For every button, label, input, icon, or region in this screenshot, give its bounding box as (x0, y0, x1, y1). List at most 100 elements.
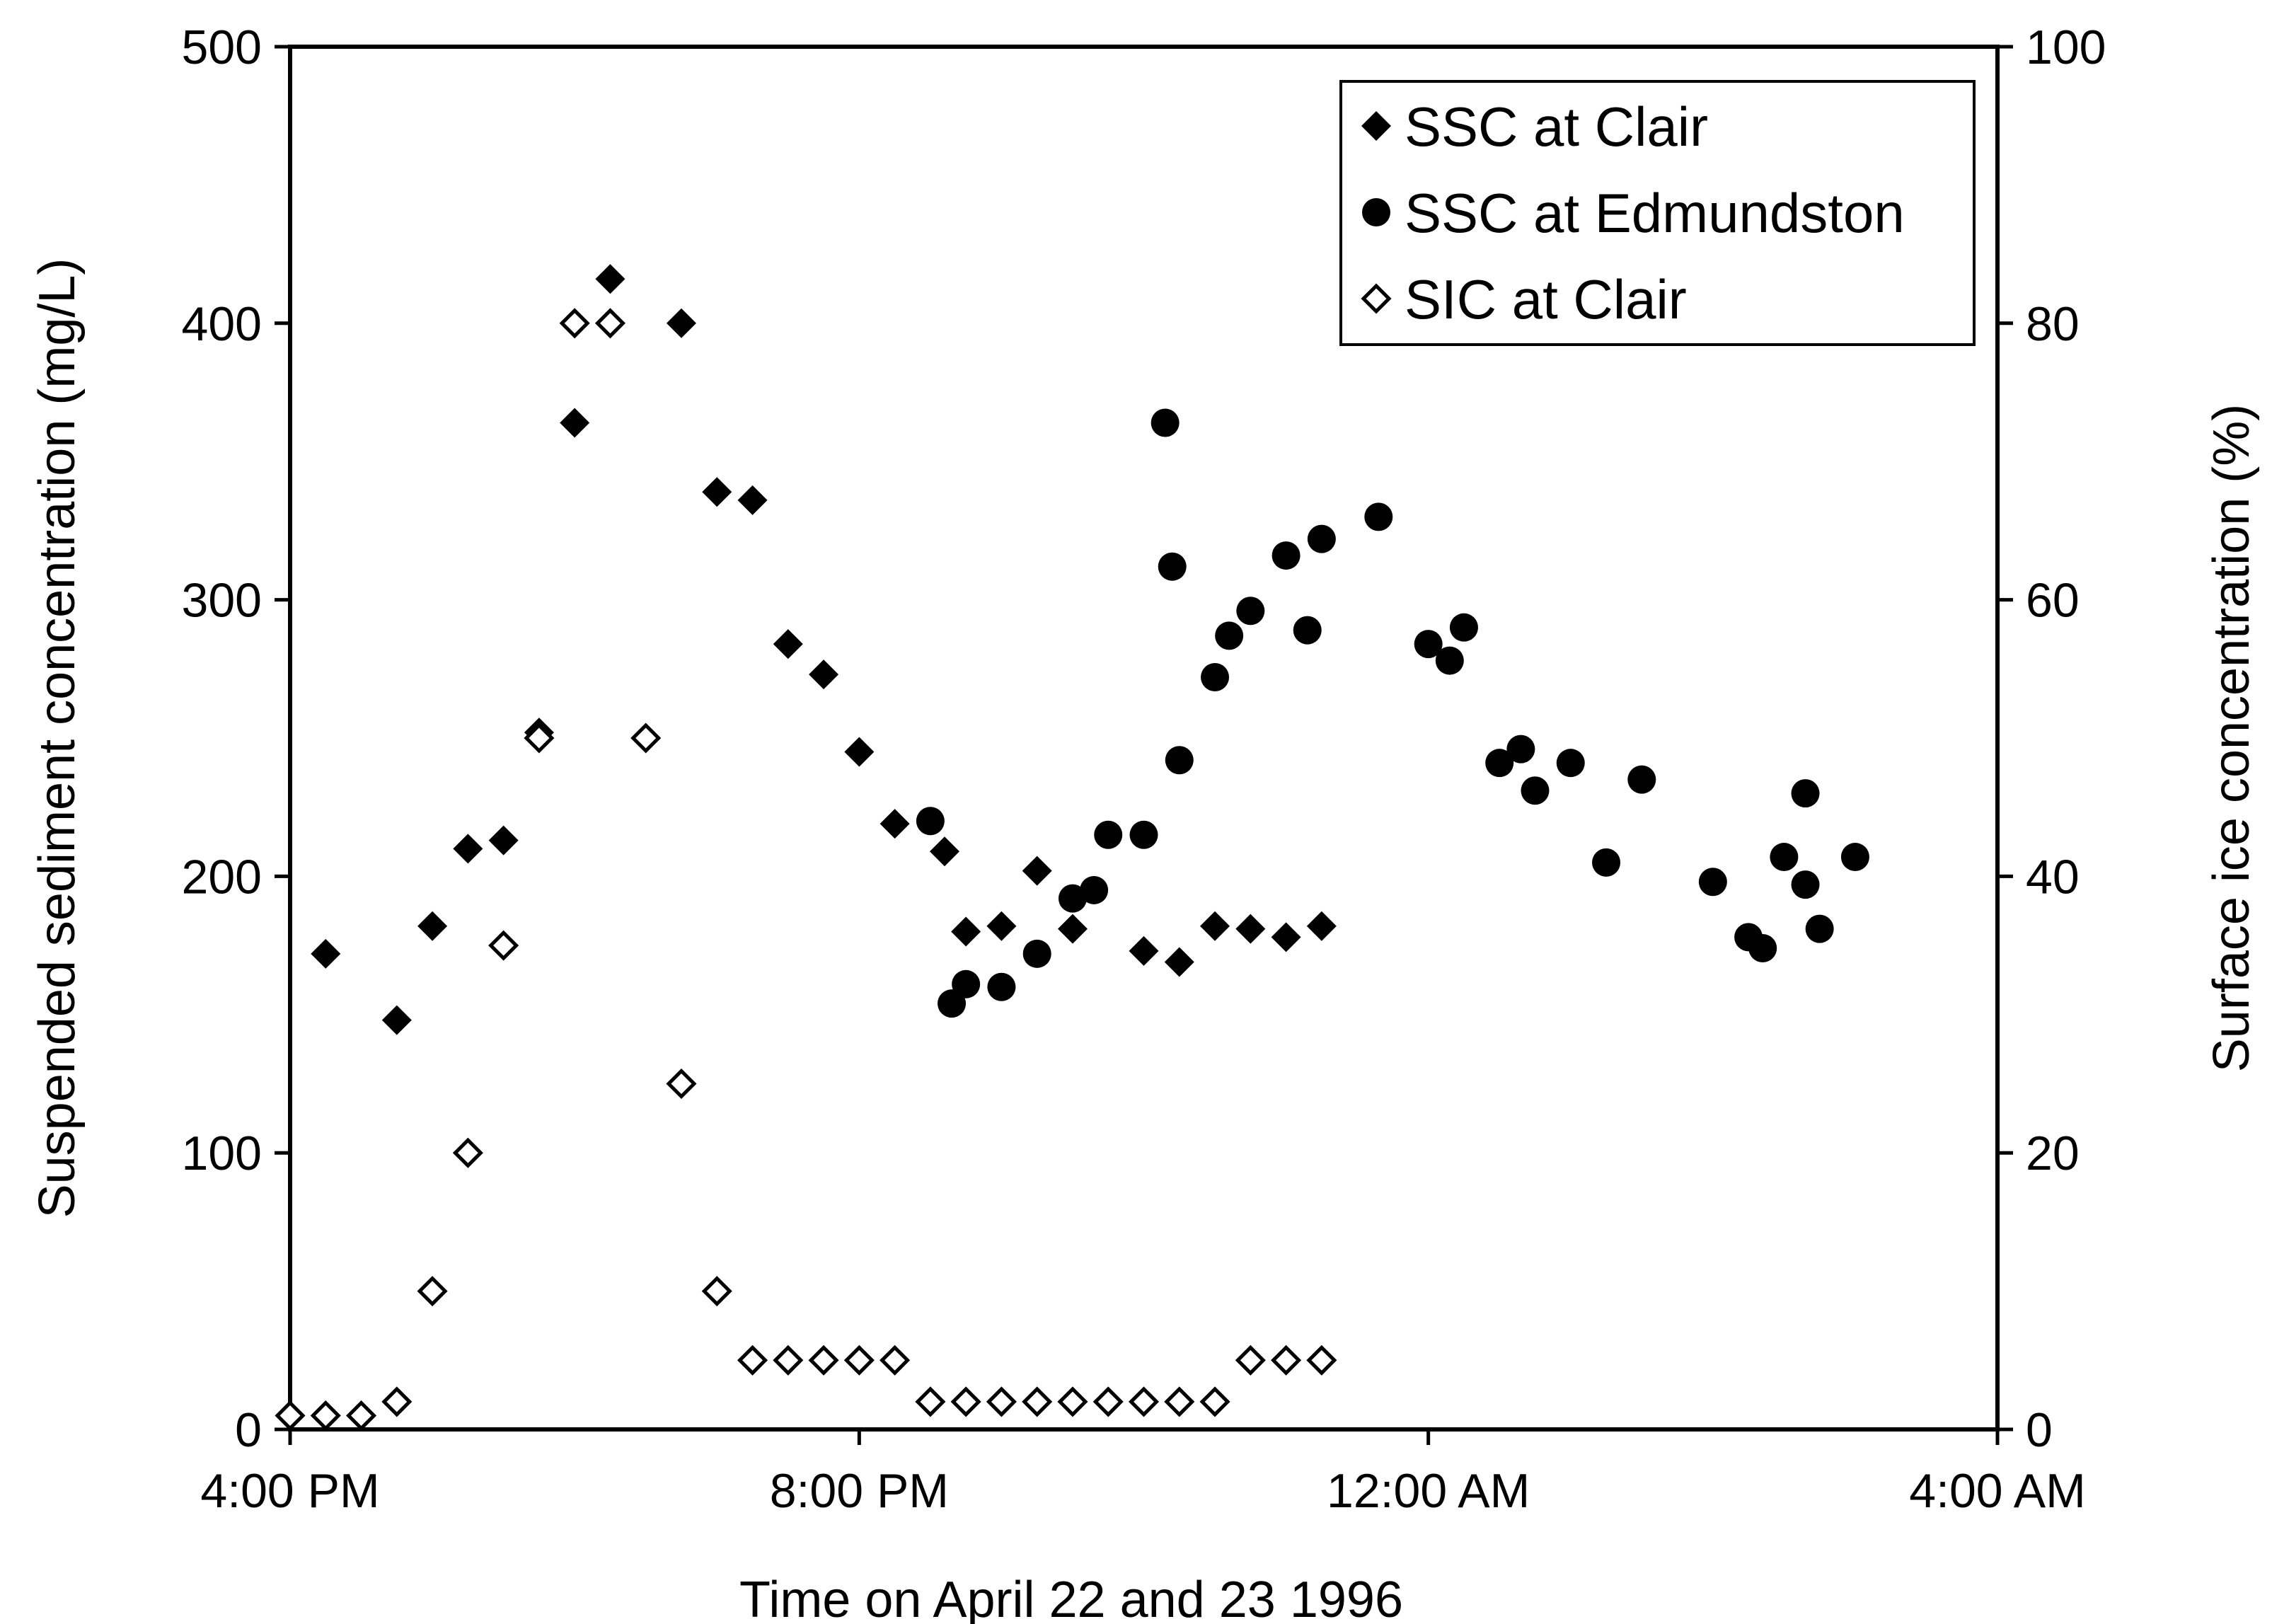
data-point (1128, 1386, 1160, 1417)
data-point (938, 989, 967, 1018)
y-axis-right: 0 20 40 60 80 100 (1997, 21, 2106, 1457)
y2-tick-label: 100 (2026, 21, 2106, 74)
y-tick-label: 0 (235, 1403, 262, 1457)
data-point (1235, 914, 1266, 944)
data-point (1364, 502, 1393, 531)
legend-label: SSC at Edmundston (1405, 182, 1905, 244)
data-point (560, 408, 590, 438)
data-point (701, 1276, 732, 1307)
data-point (381, 1386, 413, 1417)
y2-tick-label: 20 (2026, 1127, 2080, 1180)
data-point (1840, 843, 1869, 872)
x-tick-label: 4:00 AM (1909, 1464, 2086, 1518)
legend-label: SSC at Clair (1405, 96, 1708, 158)
data-point (666, 308, 696, 338)
data-point (929, 836, 959, 867)
legend-items: SSC at Clair SSC at Edmundston SIC at Clai… (1361, 96, 1905, 330)
data-markers (275, 264, 1869, 1431)
series-1 (916, 408, 1869, 1018)
data-point (1556, 749, 1585, 778)
data-point (1271, 541, 1301, 570)
data-point (346, 1400, 377, 1431)
data-point (773, 629, 803, 660)
data-point (952, 969, 981, 998)
data-point (809, 660, 839, 690)
data-point (1158, 552, 1187, 581)
y-tick-label: 300 (182, 574, 262, 628)
data-point (1215, 621, 1244, 650)
series-2 (275, 308, 1337, 1431)
data-point (524, 722, 555, 754)
plot-frame (288, 45, 2000, 1432)
data-point (844, 737, 875, 767)
data-point (1449, 613, 1478, 642)
data-point (1791, 870, 1820, 899)
legend-box (1339, 80, 1976, 346)
data-point (452, 1137, 483, 1168)
data-point (950, 1386, 981, 1417)
data-point (1306, 911, 1337, 941)
data-point (1435, 646, 1464, 675)
y-axis-title-right: Surface ice concentration (%) (2203, 404, 2260, 1072)
data-point (880, 1344, 911, 1376)
data-point (1805, 914, 1834, 943)
data-point (311, 938, 341, 969)
y2-tick-label: 80 (2026, 297, 2080, 351)
data-point (1199, 1386, 1230, 1417)
legend-marker (1361, 111, 1391, 141)
data-point (1236, 597, 1265, 626)
data-point (488, 930, 519, 961)
y-tick-label: 200 (182, 850, 262, 904)
data-point (951, 916, 981, 947)
data-point (1164, 1386, 1195, 1417)
data-point (1022, 939, 1051, 968)
legend: SSC at Clair SSC at Edmundston SIC at Clai… (1339, 80, 1976, 346)
data-point (417, 1276, 448, 1307)
data-point (381, 1005, 412, 1035)
y-axis-left: 0 100 200 300 400 500 (182, 21, 290, 1457)
data-point (1627, 765, 1656, 794)
data-point (1271, 1344, 1302, 1376)
data-point (1092, 1386, 1124, 1417)
data-point (986, 1386, 1017, 1417)
data-point (310, 1400, 341, 1431)
data-point (1151, 408, 1180, 437)
data-point (488, 825, 519, 856)
x-tick-label: 12:00 AM (1327, 1464, 1530, 1518)
data-point (1200, 911, 1230, 941)
data-point (1506, 735, 1535, 764)
data-point (1293, 616, 1322, 645)
data-point (453, 834, 483, 864)
data-point (1129, 935, 1159, 966)
data-point (1080, 875, 1109, 904)
data-point (915, 1386, 946, 1417)
data-point (559, 308, 590, 339)
legend-marker (1361, 283, 1392, 314)
legend-label: SIC at Clair (1405, 268, 1687, 330)
data-point (630, 722, 662, 754)
data-point (1165, 746, 1194, 775)
data-point (1022, 1386, 1053, 1417)
data-point (1748, 934, 1777, 963)
data-point (702, 477, 732, 507)
data-point (1022, 856, 1052, 886)
legend-marker (1362, 198, 1390, 226)
data-point (987, 972, 1016, 1001)
data-point (1201, 663, 1230, 692)
data-point (880, 809, 910, 839)
data-point (1129, 820, 1158, 849)
data-point (1770, 843, 1799, 872)
data-point (843, 1344, 875, 1376)
data-point (1521, 776, 1550, 805)
y2-tick-label: 60 (2026, 574, 2080, 628)
data-point (1094, 820, 1123, 849)
data-point (1235, 1344, 1266, 1376)
data-point (1592, 848, 1621, 877)
data-point (773, 1344, 804, 1376)
data-point (417, 911, 448, 941)
data-point (1306, 1344, 1337, 1376)
y2-tick-label: 40 (2026, 850, 2080, 904)
x-tick-label: 4:00 PM (200, 1464, 379, 1518)
data-point (916, 807, 945, 836)
y-axis-title-left: Suspended sediment concentration (mg/L) (29, 258, 86, 1219)
